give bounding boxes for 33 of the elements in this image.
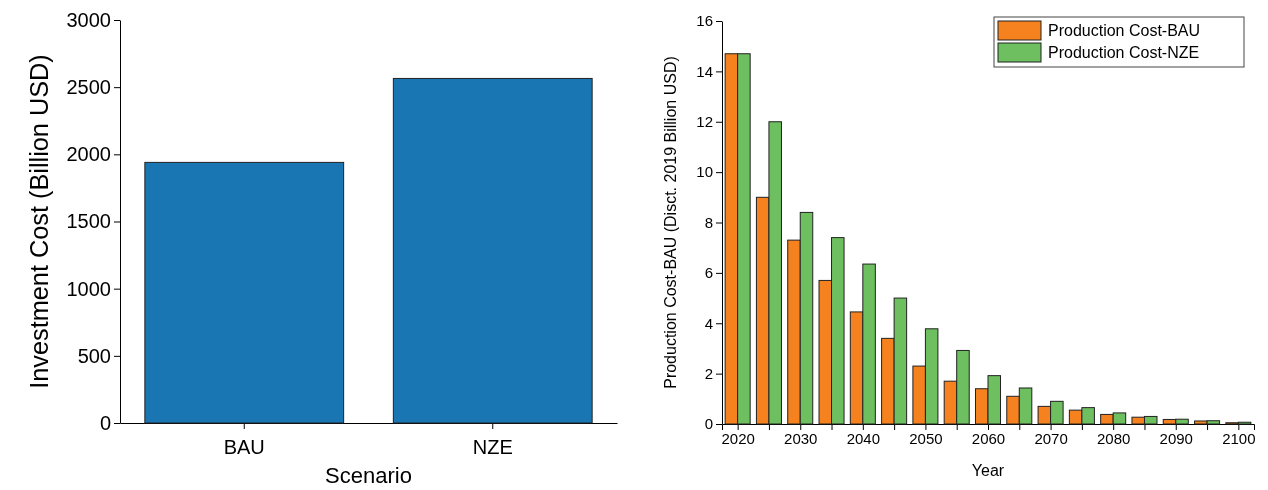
y-tick-label: 2500 (66, 76, 111, 99)
y-tick-label: 14 (696, 62, 713, 80)
x-tick-label: 2090 (1159, 429, 1193, 447)
y-tick-label: 3000 (66, 8, 111, 31)
y-tick-label: 2000 (66, 143, 111, 166)
x-tick-label: BAU (223, 436, 265, 458)
x-tick-label: 2080 (1096, 429, 1131, 447)
y-tick-label: 12 (696, 113, 713, 131)
x-tick-label: 2070 (1034, 429, 1068, 447)
x-tick-label: 2100 (1222, 429, 1256, 447)
x-tick-label: 2040 (846, 429, 881, 447)
y-axis-title: Production Cost-BAU (Disct. 2019 Billion USD) (662, 56, 679, 389)
legend-label: Production Cost-BAU (1048, 22, 1201, 39)
x-axis-title: Scenario (325, 463, 412, 488)
y-tick-label: 10 (696, 163, 713, 181)
x-tick-label: 2050 (909, 429, 943, 447)
legend-label: Production Cost-NZE (1048, 44, 1200, 61)
y-tick-label: 16 (696, 12, 713, 30)
y-tick-label: 0 (99, 411, 111, 434)
y-tick-label: 2 (704, 364, 713, 382)
y-tick-label: 500 (77, 344, 111, 367)
y-tick-label: 1500 (66, 210, 111, 233)
x-axis-title: Year (971, 462, 1005, 479)
x-tick-label: 2030 (784, 429, 818, 447)
y-tick-label: 6 (704, 264, 713, 282)
y-tick-label: 0 (704, 415, 713, 433)
y-tick-label: 1000 (66, 277, 111, 300)
x-tick-label: 2020 (721, 429, 755, 447)
y-tick-label: 8 (704, 213, 713, 231)
x-tick-label: NZE (472, 436, 513, 458)
y-tick-label: 4 (704, 314, 713, 332)
y-axis-title: Investment Cost (Billion USD) (25, 54, 53, 389)
x-tick-label: 2060 (971, 429, 1006, 447)
